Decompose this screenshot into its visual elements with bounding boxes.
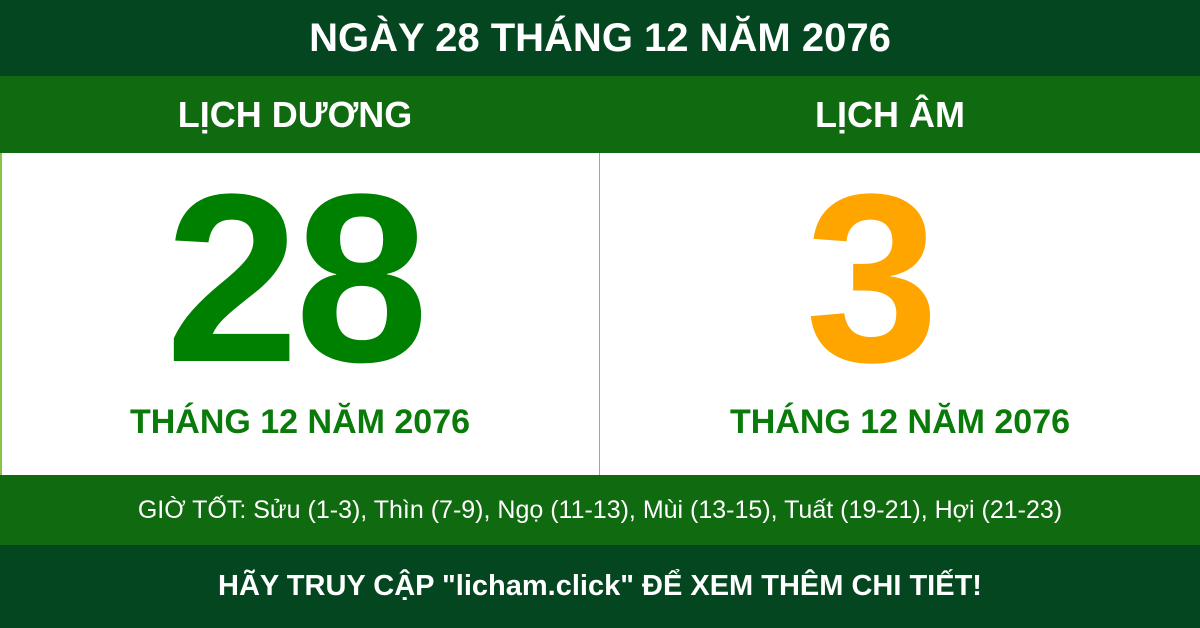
solar-day: 28 bbox=[165, 144, 429, 412]
divider bbox=[599, 153, 600, 475]
lunar-calendar-label: LỊCH ÂM bbox=[815, 93, 965, 135]
good-hours: GIỜ TỐT: Sửu (1-3), Thìn (7-9), Ngọ (11-… bbox=[0, 475, 1200, 545]
lunar-month-year: THÁNG 12 NĂM 2076 bbox=[729, 403, 1071, 441]
page-title: NGÀY 28 THÁNG 12 NĂM 2076 bbox=[0, 0, 1200, 76]
footer-cta: HÃY TRUY CẬP "licham.click" ĐỂ XEM THÊM … bbox=[0, 545, 1200, 628]
solar-month-year: THÁNG 12 NĂM 2076 bbox=[129, 403, 471, 441]
calendar-body bbox=[0, 153, 1200, 475]
lunar-day: 3 bbox=[805, 144, 938, 412]
calendar-labels: LỊCH DƯƠNG LỊCH ÂM bbox=[0, 76, 1200, 153]
solar-calendar-label: LỊCH DƯƠNG bbox=[177, 93, 413, 135]
